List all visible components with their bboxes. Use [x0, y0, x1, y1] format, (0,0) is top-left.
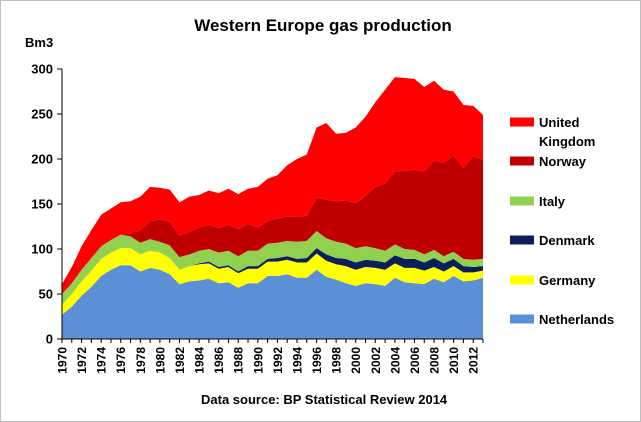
y-tick-label: 50: [39, 287, 53, 302]
area-norway: [62, 155, 483, 294]
area-italy: [62, 231, 483, 305]
x-tick-label: 1984: [193, 347, 207, 374]
x-tick-label: 2010: [447, 347, 461, 374]
x-tick-label: 2002: [369, 347, 383, 374]
legend-swatch-italy: [510, 196, 534, 206]
legend-label-netherlands: Netherlands: [539, 312, 614, 327]
x-tick-label: 1978: [134, 347, 148, 374]
x-tick-label: 1980: [153, 347, 167, 374]
y-tick-label: 0: [46, 332, 53, 347]
x-tick-label: 1988: [232, 347, 246, 374]
x-tick-label: 1972: [75, 347, 89, 374]
x-tick-label: 2012: [467, 347, 481, 374]
area-denmark: [62, 248, 483, 305]
y-axis-unit-label: Bm3: [25, 35, 53, 50]
area-netherlands: [62, 265, 483, 339]
x-axis-ticks: 1970 1972 1974 1976 1978 1980 1982 1984 1986 1988…: [56, 339, 484, 374]
legend-label-denmark: Denmark: [539, 233, 595, 248]
legend-swatch-united-kingdom: [510, 117, 534, 127]
legend-label-germany: Germany: [539, 273, 596, 288]
legend-swatch-norway: [510, 156, 534, 166]
x-tick-label: 1986: [212, 347, 226, 374]
area-germany: [62, 248, 483, 315]
x-tick-label: 1998: [330, 347, 344, 374]
legend-swatch-germany: [510, 275, 534, 285]
legend-label-italy: Italy: [539, 194, 566, 209]
y-axis-ticks: 0 50 100 150 200 250 300: [31, 62, 62, 347]
y-tick-label: 200: [31, 152, 53, 167]
x-tick-label: 2006: [408, 347, 422, 374]
x-tick-label: 1990: [251, 347, 265, 374]
legend-swatch-denmark: [510, 235, 534, 245]
legend-label-united-kingdom: United: [539, 115, 580, 130]
data-source-note: Data source: BP Statistical Review 2014: [201, 392, 448, 407]
x-tick-label: 2000: [349, 347, 363, 374]
legend-label-norway: Norway: [539, 154, 587, 169]
y-tick-label: 250: [31, 107, 53, 122]
x-tick-label: 1974: [95, 347, 109, 374]
legend-swatch-netherlands: [510, 314, 534, 324]
x-tick-label: 1982: [173, 347, 187, 374]
y-tick-label: 100: [31, 242, 53, 257]
area-united-kingdom: [62, 77, 483, 294]
x-tick-label: 1976: [114, 347, 128, 374]
chart-title: Western Europe gas production: [194, 16, 452, 35]
x-tick-label: 1994: [291, 347, 305, 374]
x-tick-label: 1992: [271, 347, 285, 374]
legend-label-united-kingdom: Kingdom: [539, 134, 595, 149]
area-layers: [62, 77, 483, 339]
y-tick-label: 150: [31, 197, 53, 212]
x-tick-label: 1970: [56, 347, 70, 374]
x-tick-label: 1996: [310, 347, 324, 374]
y-tick-label: 300: [31, 62, 53, 77]
x-tick-label: 2004: [388, 347, 402, 374]
x-tick-label: 2008: [428, 347, 442, 374]
legend: United Kingdom Norway Italy Denmark Germany Ne…: [510, 115, 614, 327]
